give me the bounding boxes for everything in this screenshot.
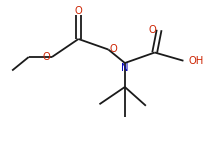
Text: O: O: [110, 45, 118, 54]
Text: O: O: [149, 25, 156, 35]
Text: N: N: [121, 63, 129, 72]
Text: OH: OH: [189, 56, 204, 66]
Text: O: O: [74, 6, 82, 16]
Text: O: O: [42, 52, 50, 62]
